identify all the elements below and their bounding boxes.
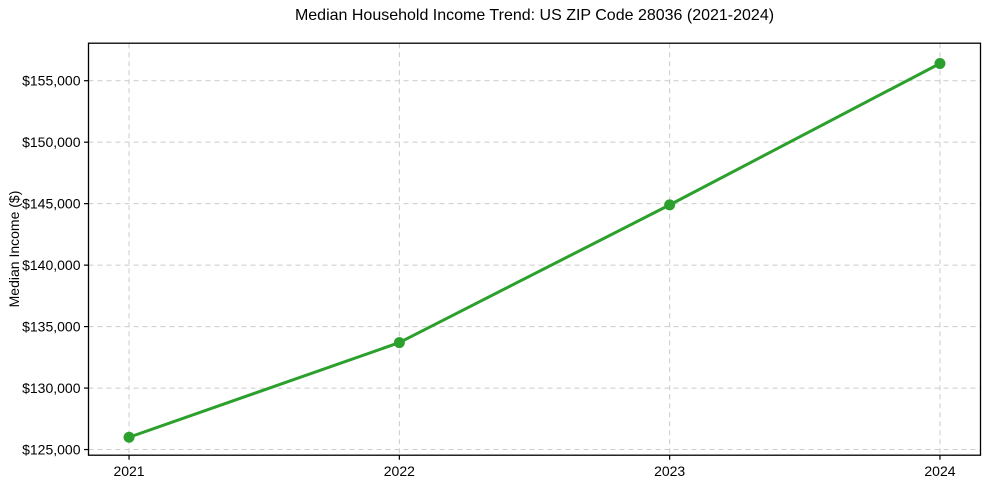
y-tick-label: $150,000: [22, 134, 81, 150]
x-tick-label: 2021: [113, 463, 144, 479]
y-tick-label: $155,000: [22, 73, 81, 89]
data-point-2024: [934, 57, 946, 69]
y-tick-label: $145,000: [22, 196, 81, 212]
data-point-2023: [664, 199, 676, 211]
x-tick-label: 2022: [384, 463, 415, 479]
x-tick-label: 2024: [924, 463, 955, 479]
y-tick-label: $135,000: [22, 319, 81, 335]
income-trend-line: [127, 61, 942, 439]
chart-title: Median Household Income Trend: US ZIP Co…: [294, 7, 775, 24]
y-tick-label: $140,000: [22, 257, 81, 273]
data-point-2021: [123, 431, 135, 443]
axes-frame: [87, 42, 982, 456]
y-tick-label: $130,000: [22, 380, 81, 396]
y-tick-label: $125,000: [22, 442, 81, 458]
data-point-2022: [393, 337, 405, 349]
x-tick-label: 2023: [654, 463, 685, 479]
